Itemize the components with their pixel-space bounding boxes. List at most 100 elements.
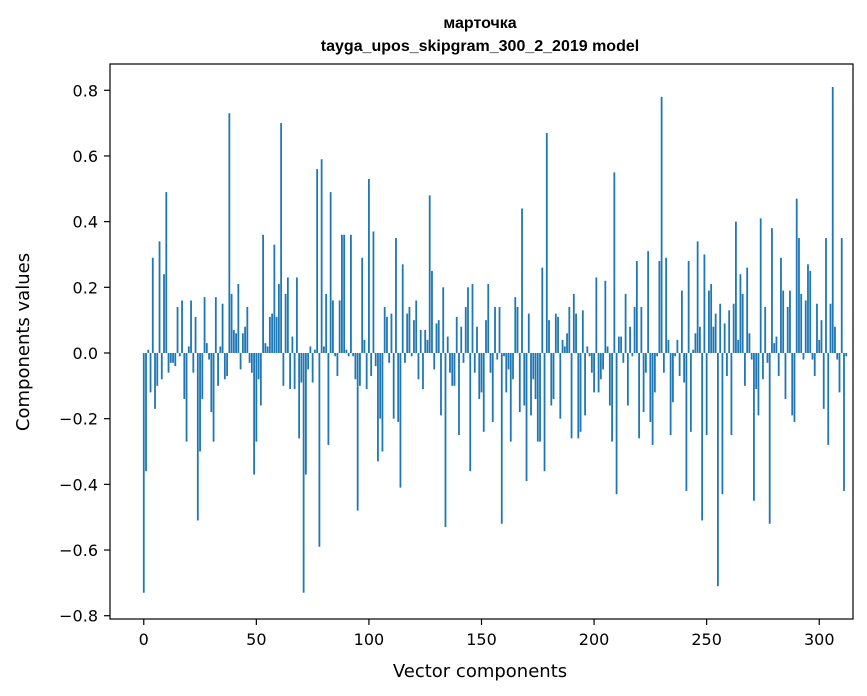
bar-56 xyxy=(268,316,271,353)
bar-221 xyxy=(640,307,643,353)
bar-34 xyxy=(219,346,222,353)
x-tick-label: 50 xyxy=(246,630,266,649)
bar-267 xyxy=(744,352,746,386)
bar-127 xyxy=(428,195,431,353)
bar-180 xyxy=(548,320,550,353)
bar-85 xyxy=(334,352,337,357)
bar-242 xyxy=(687,261,690,353)
bar-212 xyxy=(620,336,622,353)
bar-193 xyxy=(577,352,580,439)
bar-210 xyxy=(615,352,618,495)
bar-9 xyxy=(163,274,165,353)
y-axis: −0.8 −0.6 −0.4 −0.2 0.0 0.2 0.4 0.6 0.8 xyxy=(59,81,110,626)
bar-23 xyxy=(194,316,197,353)
bar-137 xyxy=(451,352,454,386)
bar-133 xyxy=(442,287,445,353)
bar-157 xyxy=(496,352,499,360)
y-tick-label: −0.2 xyxy=(59,410,98,429)
bar-199 xyxy=(590,352,593,373)
bar-163 xyxy=(509,352,512,442)
bar-262 xyxy=(732,303,735,353)
bar-293 xyxy=(802,352,805,360)
bar-303 xyxy=(825,238,827,353)
x-tick-label: 150 xyxy=(466,630,497,649)
bar-132 xyxy=(440,352,442,416)
bar-24 xyxy=(196,352,199,521)
bar-219 xyxy=(635,261,638,353)
bar-59 xyxy=(275,316,278,353)
bar-101 xyxy=(370,352,373,376)
bar-12 xyxy=(169,352,172,363)
bar-223 xyxy=(644,352,647,373)
bar-149 xyxy=(478,352,481,399)
bar-36 xyxy=(223,352,226,380)
bar-143 xyxy=(464,307,467,353)
bar-18 xyxy=(183,352,186,399)
bar-310 xyxy=(840,238,843,353)
bar-235 xyxy=(671,352,674,403)
bar-75 xyxy=(311,352,314,383)
bar-228 xyxy=(656,352,659,357)
bar-301 xyxy=(820,320,823,353)
bar-220 xyxy=(638,352,641,439)
bar-115 xyxy=(401,264,404,353)
bar-46 xyxy=(246,307,249,353)
bar-214 xyxy=(624,293,627,353)
chart-subtitle: tayga_upos_skipgram_300_2_2019 model xyxy=(321,38,639,55)
bar-107 xyxy=(383,307,386,353)
bar-2 xyxy=(147,349,150,353)
bar-296 xyxy=(809,270,812,353)
bar-260 xyxy=(728,310,731,353)
bar-135 xyxy=(446,336,449,353)
y-axis-label: Components values xyxy=(13,253,34,431)
bar-225 xyxy=(649,352,652,422)
bar-278 xyxy=(768,352,771,524)
bar-176 xyxy=(539,352,541,442)
bar-131 xyxy=(437,320,440,353)
bar-256 xyxy=(719,303,722,353)
bar-290 xyxy=(795,198,798,353)
bar-150 xyxy=(480,352,483,393)
bar-116 xyxy=(404,352,406,363)
bar-76 xyxy=(313,349,316,353)
bar-170 xyxy=(525,352,528,482)
bar-71 xyxy=(302,352,305,593)
bar-15 xyxy=(176,307,179,353)
bar-307 xyxy=(834,326,836,353)
bar-282 xyxy=(777,352,780,376)
bar-268 xyxy=(746,267,749,353)
bars-group xyxy=(142,86,848,593)
bar-148 xyxy=(476,326,478,353)
bar-82 xyxy=(327,352,330,445)
bar-280 xyxy=(773,343,776,353)
bar-31 xyxy=(212,352,215,442)
bar-153 xyxy=(487,284,490,353)
bar-200 xyxy=(593,352,595,393)
bar-286 xyxy=(786,307,789,353)
bar-217 xyxy=(631,352,634,357)
bar-140 xyxy=(458,352,460,436)
bar-287 xyxy=(789,290,791,353)
bar-198 xyxy=(588,352,591,357)
bar-6 xyxy=(156,352,159,386)
bar-87 xyxy=(338,300,341,353)
bar-80 xyxy=(322,346,325,353)
bar-78 xyxy=(318,352,321,547)
bar-123 xyxy=(419,330,422,353)
bar-91 xyxy=(347,352,350,357)
bar-274 xyxy=(759,218,762,353)
bar-259 xyxy=(726,352,728,376)
bar-177 xyxy=(541,267,544,353)
chart-title: марточка xyxy=(443,15,516,32)
bar-245 xyxy=(694,333,697,353)
bar-120 xyxy=(413,320,415,353)
bar-272 xyxy=(755,352,758,390)
bar-246 xyxy=(696,241,699,353)
bar-144 xyxy=(467,287,469,353)
bar-164 xyxy=(512,352,514,380)
bar-261 xyxy=(730,352,733,436)
bar-292 xyxy=(800,293,803,353)
bar-155 xyxy=(491,352,494,422)
bar-244 xyxy=(692,349,695,353)
